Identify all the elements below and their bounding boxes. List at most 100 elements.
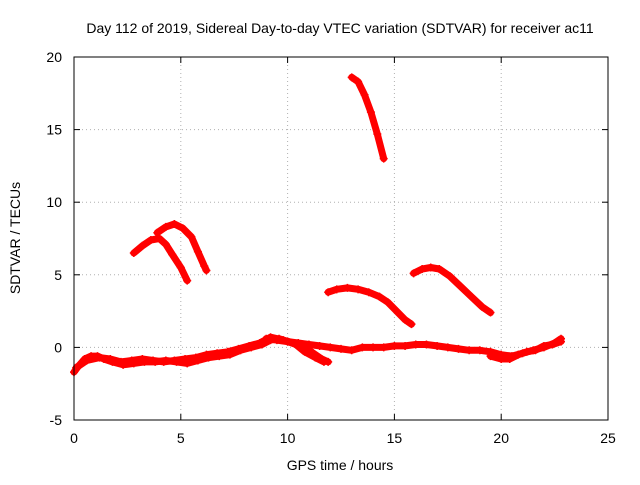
data-point xyxy=(106,355,115,364)
grid xyxy=(74,57,608,420)
data-point xyxy=(375,292,384,301)
data-point xyxy=(255,339,264,348)
data-point xyxy=(366,108,375,117)
series-arc-a xyxy=(129,234,192,285)
series-arc-e xyxy=(409,263,495,317)
data-point xyxy=(326,343,335,352)
data-point xyxy=(548,340,557,349)
data-point xyxy=(401,315,410,324)
data-point xyxy=(347,73,356,82)
series-arc-b xyxy=(153,219,211,275)
data-point xyxy=(347,346,356,355)
data-point xyxy=(539,341,548,350)
data-point xyxy=(360,90,369,99)
data-point xyxy=(467,292,476,301)
series-band xyxy=(410,264,494,317)
data-point xyxy=(422,340,431,349)
data-point xyxy=(311,353,320,362)
data-point xyxy=(193,247,202,256)
data-point xyxy=(213,349,222,358)
data-point xyxy=(358,343,367,352)
y-tick-label: -5 xyxy=(50,412,63,428)
data-point xyxy=(245,341,254,350)
data-point xyxy=(187,233,196,242)
data-point xyxy=(149,356,158,365)
data-point xyxy=(181,355,190,364)
y-axis-label: SDTVAR / TECUs xyxy=(7,182,23,294)
data-point xyxy=(354,77,363,86)
data-point xyxy=(170,219,179,228)
x-tick-label: 0 xyxy=(70,430,78,446)
plot-frame xyxy=(73,56,609,421)
data-point xyxy=(364,288,373,297)
data-point xyxy=(445,272,454,281)
series-band xyxy=(324,284,415,328)
axis-ticks: 0 5 10 15 20 25 -5 0 5 10 15 20 xyxy=(46,49,616,446)
x-axis-label: GPS time / hours xyxy=(287,457,394,473)
data-point xyxy=(176,263,185,272)
data-point xyxy=(477,302,486,311)
data-point xyxy=(379,154,388,163)
data-point xyxy=(153,228,162,237)
data-point xyxy=(183,276,192,285)
series-arc-c xyxy=(347,73,388,163)
data-point xyxy=(454,344,463,353)
data-point xyxy=(354,285,363,294)
data-point xyxy=(146,235,155,244)
data-point xyxy=(72,363,81,372)
data-point xyxy=(418,264,427,273)
data-point xyxy=(129,249,138,258)
y-tick-label: 0 xyxy=(54,339,62,355)
data-point xyxy=(369,343,378,352)
data-point xyxy=(379,343,388,352)
y-tick-label: 15 xyxy=(46,122,62,138)
data-point xyxy=(443,343,452,352)
data-point xyxy=(178,224,187,233)
series-arc-d xyxy=(324,283,416,329)
data-point xyxy=(557,337,566,346)
x-tick-label: 20 xyxy=(493,430,509,446)
data-point xyxy=(401,341,410,350)
data-point xyxy=(411,340,420,349)
data-point xyxy=(505,355,514,364)
data-point xyxy=(266,333,275,342)
data-point xyxy=(155,234,164,243)
data-point xyxy=(531,346,540,355)
data-point xyxy=(409,269,418,278)
x-tick-label: 15 xyxy=(387,430,403,446)
data-point xyxy=(161,240,170,249)
data-point xyxy=(337,344,345,353)
chart-title: Day 112 of 2019, Sidereal Day-to-day VTE… xyxy=(86,20,594,36)
data-point xyxy=(426,263,435,272)
y-tick-label: 10 xyxy=(46,194,62,210)
data-point xyxy=(304,340,313,349)
data-point xyxy=(319,357,328,366)
data-point xyxy=(202,350,211,359)
data-point xyxy=(383,298,392,307)
data-point xyxy=(170,356,179,365)
x-tick-label: 5 xyxy=(177,430,185,446)
data-point xyxy=(390,341,399,350)
data-point xyxy=(373,129,382,138)
data-point xyxy=(324,288,333,297)
data-point xyxy=(300,347,309,356)
data-point xyxy=(161,222,170,231)
data-point xyxy=(279,336,288,345)
data-point xyxy=(138,241,147,250)
x-tick-label: 25 xyxy=(600,430,616,446)
data-point xyxy=(200,262,209,271)
data-point xyxy=(514,350,523,359)
data-points xyxy=(70,73,566,377)
series-base-3 xyxy=(486,337,566,364)
series-band xyxy=(130,235,191,285)
data-point xyxy=(522,347,531,356)
data-point xyxy=(475,346,484,355)
data-point xyxy=(456,282,465,291)
data-point xyxy=(497,355,506,364)
series-band xyxy=(348,73,388,163)
data-point xyxy=(138,355,147,364)
data-point xyxy=(234,344,243,353)
y-tick-label: 20 xyxy=(46,49,62,65)
data-point xyxy=(159,357,168,366)
